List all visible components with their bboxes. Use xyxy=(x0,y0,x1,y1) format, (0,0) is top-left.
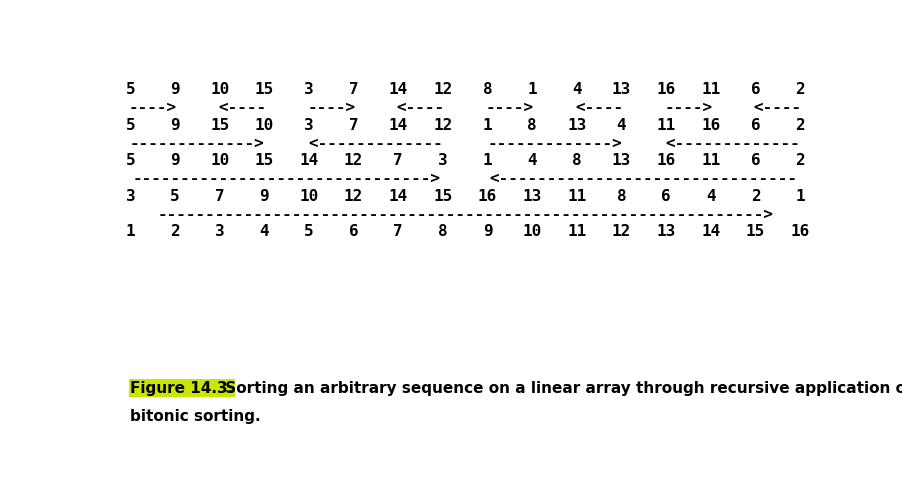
Text: 15: 15 xyxy=(254,82,273,97)
Text: 13: 13 xyxy=(566,118,585,133)
Text: 2: 2 xyxy=(795,82,804,97)
Text: 3: 3 xyxy=(304,118,313,133)
Text: 7: 7 xyxy=(348,118,358,133)
Text: 8: 8 xyxy=(571,153,581,168)
Text: <----: <---- xyxy=(396,100,444,115)
Text: 2: 2 xyxy=(750,188,759,203)
Text: 4: 4 xyxy=(571,82,581,97)
Text: 14: 14 xyxy=(388,188,408,203)
Text: 11: 11 xyxy=(701,153,720,168)
Text: 2: 2 xyxy=(795,153,804,168)
Text: 7: 7 xyxy=(393,224,402,239)
Text: 6: 6 xyxy=(348,224,358,239)
Text: 8: 8 xyxy=(437,224,447,239)
Text: 15: 15 xyxy=(210,118,229,133)
Text: 5: 5 xyxy=(125,153,135,168)
Text: 1: 1 xyxy=(125,224,135,239)
Text: 10: 10 xyxy=(299,188,318,203)
Text: ---->: ----> xyxy=(485,100,533,115)
Text: 1: 1 xyxy=(483,153,492,168)
Text: ------------->: -------------> xyxy=(130,136,264,151)
Text: 8: 8 xyxy=(527,118,537,133)
Text: 8: 8 xyxy=(483,82,492,97)
Text: ------------->: -------------> xyxy=(486,136,621,151)
Text: 2: 2 xyxy=(170,224,179,239)
Text: 16: 16 xyxy=(789,224,809,239)
Text: 9: 9 xyxy=(170,153,179,168)
Text: 12: 12 xyxy=(433,118,452,133)
Text: 9: 9 xyxy=(483,224,492,239)
Text: <----: <---- xyxy=(575,100,622,115)
Text: 14: 14 xyxy=(388,82,408,97)
Text: 7: 7 xyxy=(393,153,402,168)
Text: 15: 15 xyxy=(433,188,452,203)
Text: 10: 10 xyxy=(210,153,229,168)
Text: 11: 11 xyxy=(701,82,720,97)
Text: 12: 12 xyxy=(344,153,363,168)
Text: bitonic sorting.: bitonic sorting. xyxy=(130,408,261,424)
Text: 13: 13 xyxy=(612,82,630,97)
Text: 4: 4 xyxy=(705,188,714,203)
Text: 7: 7 xyxy=(348,82,358,97)
Text: 5: 5 xyxy=(125,82,135,97)
Text: 2: 2 xyxy=(795,118,804,133)
Text: 13: 13 xyxy=(522,188,541,203)
Text: ---->: ----> xyxy=(128,100,177,115)
Text: 16: 16 xyxy=(701,118,720,133)
Text: <----: <---- xyxy=(753,100,801,115)
Text: 3: 3 xyxy=(304,82,313,97)
Text: 6: 6 xyxy=(750,118,759,133)
Text: 3: 3 xyxy=(437,153,447,168)
Text: 6: 6 xyxy=(750,153,759,168)
Text: 11: 11 xyxy=(656,118,675,133)
Text: <-------------: <------------- xyxy=(665,136,799,151)
Text: 16: 16 xyxy=(477,188,497,203)
Text: 11: 11 xyxy=(566,188,585,203)
Text: 16: 16 xyxy=(656,153,675,168)
Text: 16: 16 xyxy=(656,82,675,97)
Text: 1: 1 xyxy=(795,188,804,203)
Text: 10: 10 xyxy=(522,224,541,239)
Text: Sorting an arbitrary sequence on a linear array through recursive application of: Sorting an arbitrary sequence on a linea… xyxy=(220,380,902,395)
Text: <----: <---- xyxy=(217,100,266,115)
Text: <-------------: <------------- xyxy=(308,136,443,151)
Text: 10: 10 xyxy=(210,82,229,97)
Text: 14: 14 xyxy=(299,153,318,168)
Text: 14: 14 xyxy=(701,224,720,239)
Text: 12: 12 xyxy=(433,82,452,97)
Text: 13: 13 xyxy=(612,153,630,168)
Text: 6: 6 xyxy=(750,82,759,97)
Text: 11: 11 xyxy=(566,224,585,239)
Text: 3: 3 xyxy=(215,224,225,239)
Text: 5: 5 xyxy=(125,118,135,133)
Text: 4: 4 xyxy=(259,224,269,239)
Text: ------------------------------->: -------------------------------> xyxy=(133,171,440,186)
Text: 12: 12 xyxy=(344,188,363,203)
Text: ---->: ----> xyxy=(664,100,712,115)
Text: 7: 7 xyxy=(215,188,225,203)
Text: 8: 8 xyxy=(616,188,626,203)
Text: 5: 5 xyxy=(304,224,313,239)
Text: 1: 1 xyxy=(483,118,492,133)
Text: 10: 10 xyxy=(254,118,273,133)
Text: Figure 14.3.: Figure 14.3. xyxy=(130,380,234,395)
Text: 4: 4 xyxy=(616,118,626,133)
Text: 6: 6 xyxy=(660,188,670,203)
Text: 9: 9 xyxy=(259,188,269,203)
Text: --------------------------------------------------------------->: ----------------------------------------… xyxy=(157,206,772,221)
Text: ---->: ----> xyxy=(307,100,355,115)
Text: 15: 15 xyxy=(745,224,764,239)
Text: 13: 13 xyxy=(656,224,675,239)
Text: 9: 9 xyxy=(170,118,179,133)
Text: 12: 12 xyxy=(612,224,630,239)
Text: 3: 3 xyxy=(125,188,135,203)
Text: 14: 14 xyxy=(388,118,408,133)
Text: 5: 5 xyxy=(170,188,179,203)
Text: 9: 9 xyxy=(170,82,179,97)
Text: 1: 1 xyxy=(527,82,537,97)
Text: 15: 15 xyxy=(254,153,273,168)
Text: 4: 4 xyxy=(527,153,537,168)
Text: <-------------------------------: <------------------------------- xyxy=(489,171,797,186)
